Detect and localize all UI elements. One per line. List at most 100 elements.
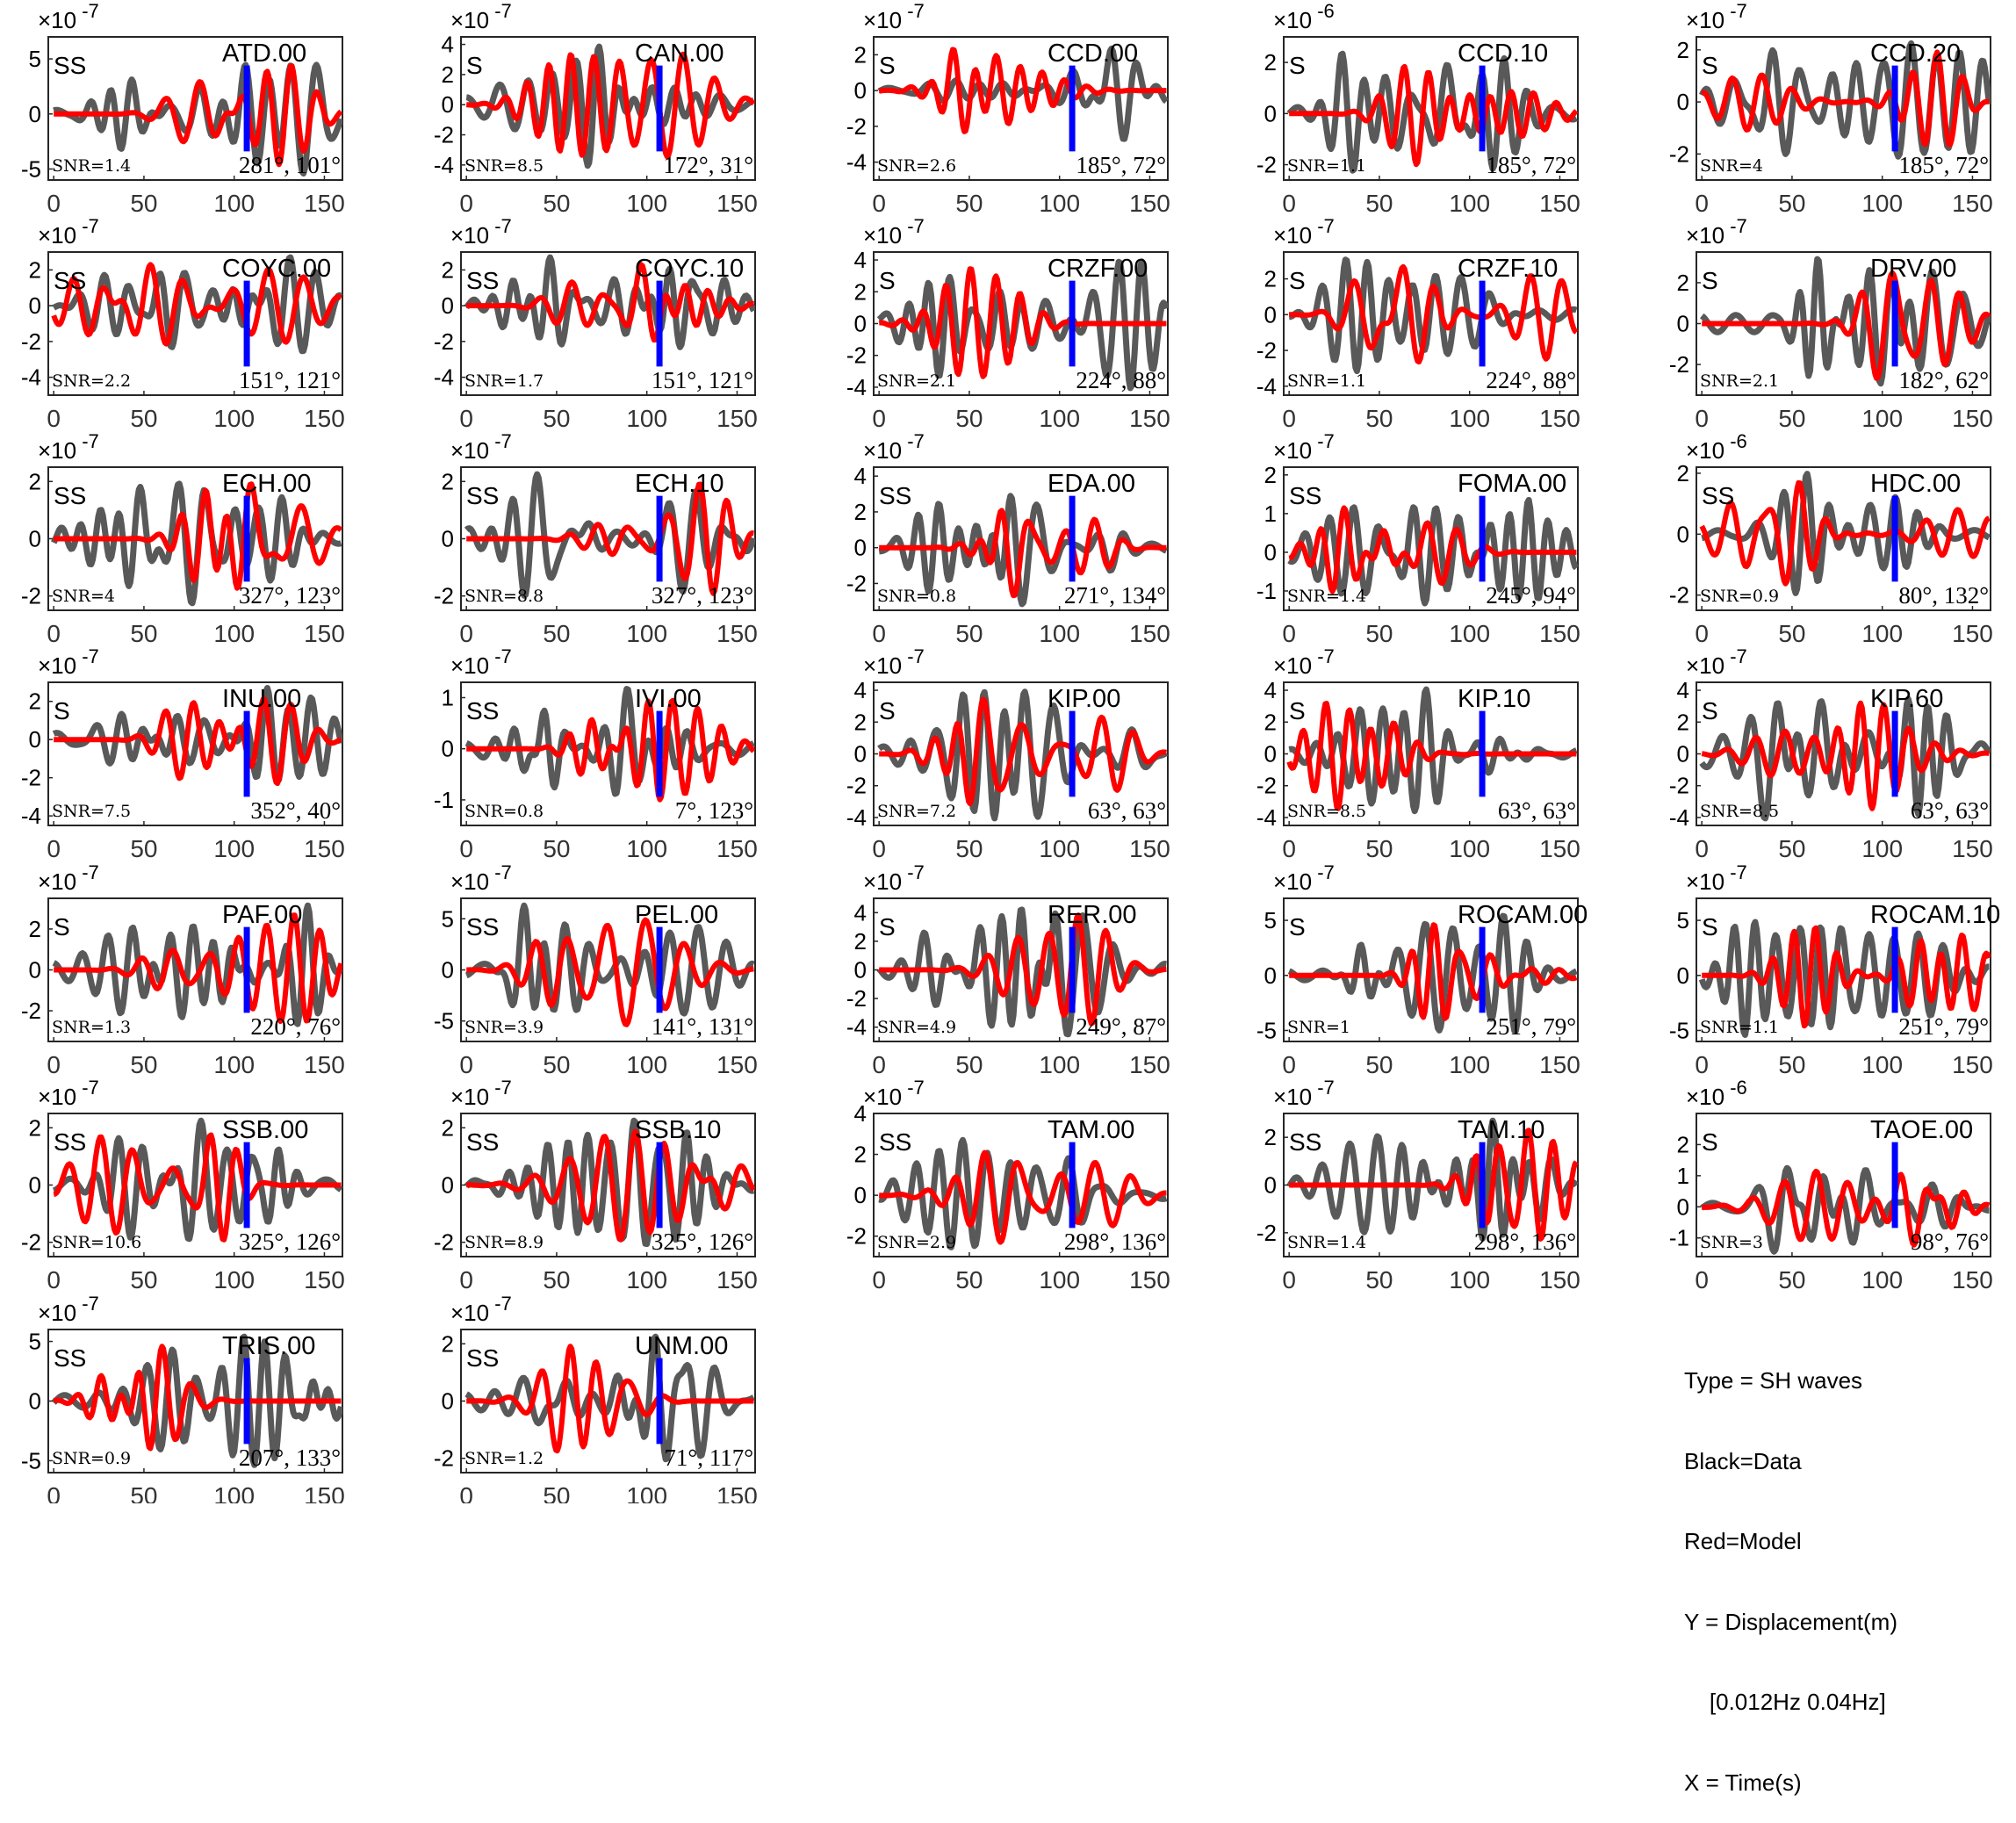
y-tick-label: 2 xyxy=(854,278,867,305)
model-trace xyxy=(877,912,1168,1027)
legend-x: X = Time(s) xyxy=(1684,1769,1802,1796)
x-tick-label: 150 xyxy=(1539,405,1580,432)
x-tick-label: 100 xyxy=(626,1266,667,1293)
x-tick-label: 0 xyxy=(1282,190,1296,217)
y-tick-label: -2 xyxy=(846,113,867,140)
angles-label: 7°, 123° xyxy=(675,797,753,824)
y-tick-label: -2 xyxy=(1669,773,1689,799)
phase-label: S xyxy=(1702,1128,1718,1156)
station-label: FOMA.00 xyxy=(1458,470,1566,498)
x-tick-label: 0 xyxy=(1282,620,1296,647)
model-trace xyxy=(464,697,755,803)
snr-label: SNR=7.5 xyxy=(52,802,131,821)
angles-label: 182°, 62° xyxy=(1898,367,1989,393)
x-tick-label: 0 xyxy=(1282,1266,1296,1293)
x-tick-label: 150 xyxy=(716,835,758,862)
angles-label: 141°, 131° xyxy=(652,1013,753,1040)
x-tick-label: 50 xyxy=(130,1266,157,1293)
station-label: ECH.00 xyxy=(222,470,312,498)
snr-label: SNR=2.2 xyxy=(52,371,131,391)
model-trace xyxy=(52,1132,342,1243)
x-tick-label: 150 xyxy=(304,1482,345,1503)
snr-label: SNR=1.2 xyxy=(464,1449,544,1468)
model-trace xyxy=(1287,263,1578,365)
x-tick-label: 150 xyxy=(1952,835,1993,862)
angles-label: 327°, 123° xyxy=(239,582,341,609)
angles-label: 224°, 88° xyxy=(1076,367,1166,393)
data-trace xyxy=(876,906,1168,1038)
angles-label: 249°, 87° xyxy=(1076,1013,1166,1040)
angles-label: 224°, 88° xyxy=(1486,367,1576,393)
subplot-can-00: 0 50 100 150 -4 -2 0 2 4×10 -7 S CAN.00 SNR=8.5 172°… xyxy=(434,0,758,217)
data-trace xyxy=(464,1117,755,1248)
y-tick-label: 1 xyxy=(1677,1163,1689,1189)
station-label: COYC.10 xyxy=(635,255,744,283)
x-tick-label: 50 xyxy=(130,405,157,432)
x-tick-label: 50 xyxy=(955,1051,983,1078)
station-label: HDC.00 xyxy=(1870,470,1961,498)
angles-label: 185°, 72° xyxy=(1898,152,1989,178)
phase-label: S xyxy=(1289,697,1306,724)
x-tick-label: 50 xyxy=(1365,620,1393,647)
model-trace xyxy=(1700,1168,1991,1248)
x-tick-label: 150 xyxy=(1539,1266,1580,1293)
legend-red: Red=Model xyxy=(1684,1528,1802,1554)
snr-label: SNR=4.9 xyxy=(877,1018,956,1037)
x-tick-label: 0 xyxy=(459,1051,473,1078)
x-tick-label: 150 xyxy=(716,190,758,217)
x-tick-label: 150 xyxy=(1129,835,1170,862)
x-tick-label: 150 xyxy=(716,620,758,647)
y-tick-label: 1 xyxy=(442,684,454,710)
x-tick-label: 150 xyxy=(1952,405,1993,432)
snr-label: SNR=8.5 xyxy=(464,156,544,176)
x-tick-label: 150 xyxy=(304,1266,345,1293)
y-tick-label: 0 xyxy=(1677,1193,1689,1220)
x-tick-label: 100 xyxy=(1039,620,1080,647)
y-exponent-label: ×10 -7 xyxy=(1686,861,1747,895)
x-tick-label: 100 xyxy=(1861,1266,1903,1293)
x-tick-label: 0 xyxy=(1695,620,1709,647)
phase-label: S xyxy=(1289,913,1306,940)
angles-label: 185°, 72° xyxy=(1076,152,1166,178)
y-exponent-label: ×10 -7 xyxy=(450,645,512,679)
y-tick-label: 2 xyxy=(29,1114,41,1141)
y-tick-label: 0 xyxy=(442,292,454,319)
x-tick-label: 150 xyxy=(1539,190,1580,217)
x-tick-label: 0 xyxy=(872,835,886,862)
phase-label: S xyxy=(1289,52,1306,79)
x-tick-label: 0 xyxy=(47,1482,61,1503)
x-tick-label: 50 xyxy=(543,1266,570,1293)
y-tick-label: 0 xyxy=(854,1182,867,1208)
x-tick-label: 100 xyxy=(1449,190,1490,217)
model-trace xyxy=(1287,922,1578,1021)
y-tick-label: 0 xyxy=(442,91,454,118)
x-tick-label: 150 xyxy=(1539,835,1580,862)
station-label: ECH.10 xyxy=(635,470,724,498)
data-trace xyxy=(1286,50,1578,174)
snr-label: SNR=1.1 xyxy=(1287,371,1366,391)
model-trace xyxy=(464,1344,755,1454)
y-tick-label: 5 xyxy=(1677,907,1689,933)
y-tick-label: 2 xyxy=(1677,709,1689,735)
x-tick-label: 0 xyxy=(1282,1051,1296,1078)
y-tick-label: -2 xyxy=(1256,773,1277,799)
data-trace xyxy=(1287,686,1578,815)
x-tick-label: 100 xyxy=(1449,1266,1490,1293)
phase-label: SS xyxy=(54,1128,86,1156)
x-tick-label: 0 xyxy=(47,620,61,647)
snr-label: SNR=4 xyxy=(52,587,115,606)
data-trace xyxy=(464,254,755,350)
y-exponent-label: ×10 -7 xyxy=(38,645,99,679)
y-tick-label: 0 xyxy=(442,957,454,984)
x-tick-label: 0 xyxy=(872,620,886,647)
station-label: CCD.00 xyxy=(1048,40,1138,68)
model-trace xyxy=(877,47,1168,134)
snr-label: SNR=2.9 xyxy=(877,1233,956,1252)
x-tick-label: 150 xyxy=(1952,620,1993,647)
snr-label: SNR=8.9 xyxy=(464,1233,544,1252)
phase-label: SS xyxy=(54,267,86,294)
phase-label: SS xyxy=(466,267,499,294)
